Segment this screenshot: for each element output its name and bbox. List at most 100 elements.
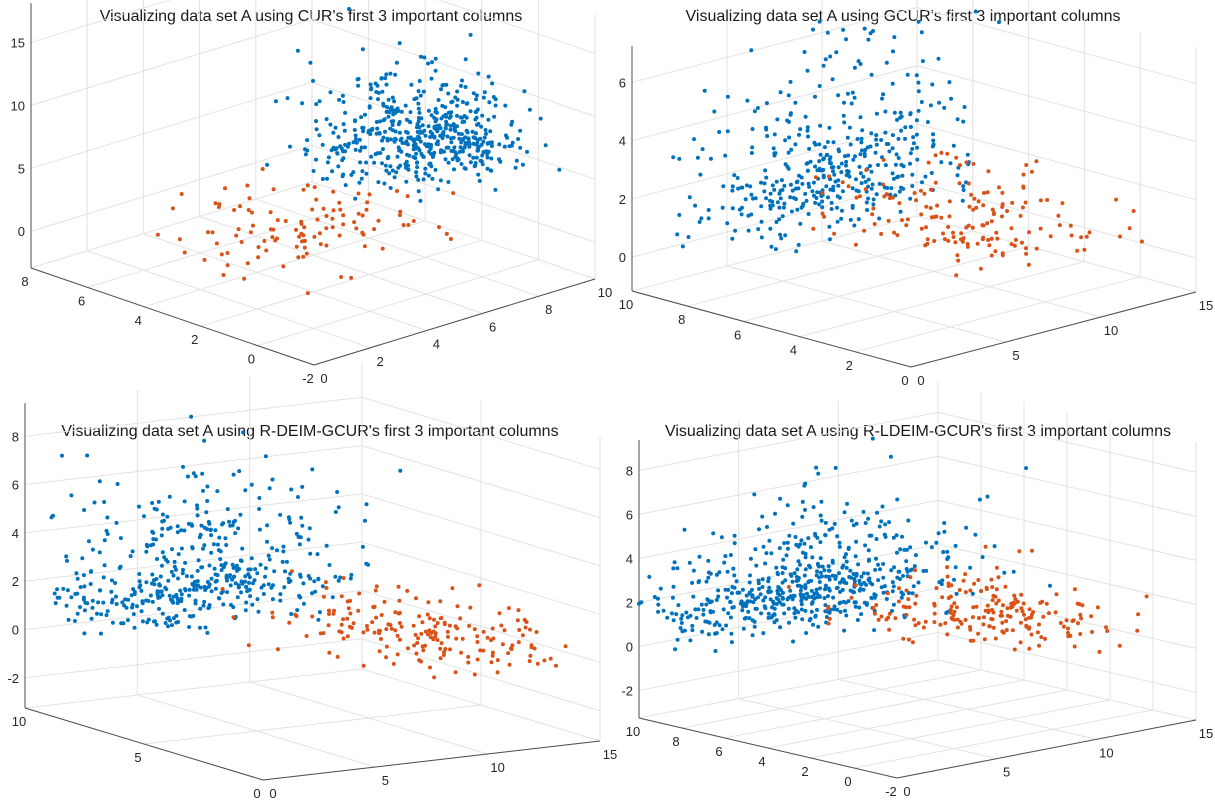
data-point — [205, 499, 210, 503]
data-point — [1005, 606, 1010, 611]
z-tick-label: 2 — [619, 192, 626, 207]
data-point — [842, 628, 847, 633]
data-point — [974, 205, 979, 210]
data-point — [328, 90, 333, 95]
data-point — [798, 562, 802, 567]
data-point — [914, 132, 919, 137]
data-point — [351, 170, 356, 175]
data-point — [949, 604, 954, 609]
data-point — [789, 594, 794, 599]
data-point — [152, 506, 157, 511]
data-point — [939, 150, 944, 155]
data-point — [758, 592, 763, 597]
data-point — [887, 149, 892, 154]
data-point — [882, 185, 887, 190]
data-point — [986, 169, 991, 174]
data-point — [885, 591, 890, 596]
data-point — [980, 237, 985, 242]
data-point — [289, 612, 294, 616]
data-point — [216, 548, 221, 553]
data-point — [137, 579, 142, 584]
data-point — [429, 630, 434, 635]
data-point — [849, 595, 854, 600]
data-point — [239, 590, 243, 595]
data-point — [938, 622, 943, 627]
data-point — [264, 248, 269, 253]
y-tick-label: 4 — [433, 337, 440, 352]
data-point — [278, 598, 283, 603]
data-point — [880, 96, 884, 101]
data-point — [270, 610, 275, 615]
y-tick-label: 6 — [489, 319, 496, 334]
data-point — [787, 533, 792, 538]
grid-line — [361, 541, 601, 615]
data-point — [75, 591, 80, 596]
data-point — [955, 625, 960, 630]
data-point — [366, 128, 371, 133]
data-point — [476, 71, 481, 76]
data-point — [714, 620, 719, 625]
data-point — [283, 219, 288, 223]
data-point — [809, 578, 814, 583]
grid-line — [937, 411, 1197, 473]
data-point — [956, 258, 961, 263]
data-point — [714, 572, 719, 577]
data-point — [858, 62, 863, 66]
data-point — [296, 255, 301, 260]
data-point — [92, 500, 97, 505]
data-point — [376, 97, 380, 102]
data-point — [520, 633, 525, 638]
data-point — [210, 230, 215, 235]
data-point — [955, 253, 960, 258]
data-point — [476, 172, 481, 177]
data-point — [690, 623, 695, 628]
data-point — [388, 126, 393, 131]
data-point — [958, 163, 962, 168]
data-point — [887, 627, 892, 632]
data-point — [867, 533, 872, 538]
data-point — [985, 603, 990, 608]
data-point — [150, 599, 155, 604]
data-point — [723, 153, 728, 158]
data-point — [748, 184, 753, 189]
data-point — [471, 141, 476, 146]
data-point — [769, 244, 774, 249]
data-point — [146, 617, 151, 622]
data-point — [205, 630, 210, 635]
data-point — [844, 565, 849, 570]
grid-line — [937, 543, 1197, 605]
data-point — [729, 591, 734, 596]
data-point — [948, 607, 953, 612]
data-point — [725, 569, 730, 574]
data-point — [52, 591, 57, 596]
grid-line — [30, 181, 313, 269]
data-point — [986, 238, 991, 242]
data-point — [764, 101, 769, 106]
data-point — [459, 132, 464, 137]
data-point — [124, 605, 129, 610]
data-point — [901, 573, 905, 578]
data-point — [297, 593, 301, 598]
data-point — [916, 580, 921, 585]
data-point — [901, 164, 906, 169]
data-point — [444, 231, 449, 236]
data-point — [1135, 628, 1140, 633]
z-tick-label: -2 — [7, 671, 19, 686]
data-point — [198, 625, 202, 630]
data-point — [827, 568, 832, 573]
data-point — [459, 83, 463, 88]
data-point — [449, 136, 453, 141]
data-point — [506, 606, 511, 611]
data-point — [782, 541, 787, 546]
y-tick-label: 0 — [917, 373, 924, 388]
data-point — [557, 167, 562, 172]
data-point — [961, 578, 966, 583]
data-point — [207, 603, 212, 608]
data-point — [952, 609, 957, 614]
data-point — [160, 526, 165, 531]
data-point — [945, 549, 950, 554]
data-point — [844, 559, 849, 564]
data-point — [717, 130, 722, 134]
data-point — [823, 533, 828, 538]
data-point — [339, 630, 344, 635]
